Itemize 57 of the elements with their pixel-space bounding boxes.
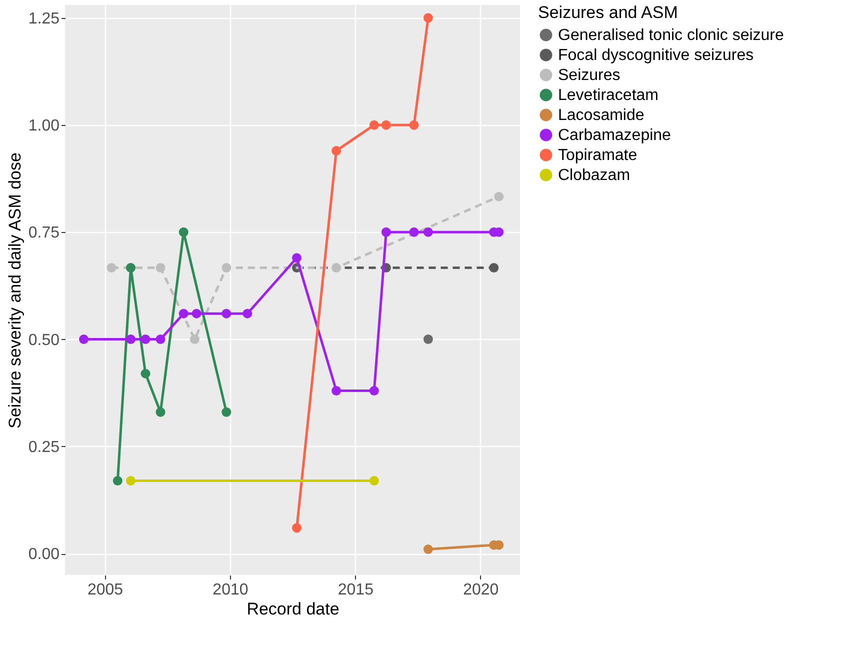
legend-title: Seizures and ASM bbox=[538, 3, 678, 22]
point bbox=[489, 262, 499, 272]
point bbox=[222, 262, 232, 272]
point bbox=[381, 227, 391, 237]
legend-label: Generalised tonic clonic seizure bbox=[558, 27, 784, 44]
y-tick-label: 1.25 bbox=[28, 10, 60, 28]
point bbox=[369, 120, 379, 130]
x-tick-label: 2015 bbox=[338, 582, 374, 598]
point bbox=[106, 262, 116, 272]
point bbox=[178, 308, 188, 318]
point bbox=[79, 334, 89, 344]
legend-label: Topiramate bbox=[558, 147, 638, 164]
point bbox=[140, 368, 150, 378]
point bbox=[156, 407, 166, 417]
point bbox=[332, 262, 342, 272]
point bbox=[423, 544, 433, 554]
point bbox=[369, 476, 379, 486]
y-tick-label: 0.00 bbox=[28, 546, 60, 564]
point bbox=[494, 192, 504, 202]
x-tick-label: 2020 bbox=[463, 582, 499, 598]
point bbox=[423, 13, 433, 23]
point bbox=[332, 146, 342, 156]
point bbox=[423, 227, 433, 237]
legend-label: Lacosamide bbox=[558, 107, 644, 124]
point bbox=[409, 227, 419, 237]
x-tick-label: 2010 bbox=[212, 582, 248, 598]
point bbox=[178, 227, 188, 237]
x-tick-label: 2005 bbox=[87, 582, 124, 598]
y-tick-label: 1.00 bbox=[28, 118, 60, 134]
x-axis-title: Record date bbox=[246, 600, 340, 618]
y-axis-title: Seizure severity and daily ASM dose bbox=[5, 152, 24, 428]
point bbox=[192, 308, 202, 318]
legend-label: Clobazam bbox=[558, 167, 630, 184]
y-tick-label: 0.25 bbox=[28, 438, 60, 456]
legend-label: Focal dyscognitive seizures bbox=[558, 47, 754, 64]
point bbox=[369, 386, 379, 396]
legend-label: Carbamazepine bbox=[558, 127, 672, 144]
point bbox=[156, 262, 166, 272]
point bbox=[156, 334, 166, 344]
point bbox=[292, 253, 302, 263]
point bbox=[292, 523, 302, 533]
point bbox=[409, 120, 419, 130]
legend-label: Levetiracetam bbox=[558, 87, 658, 104]
point bbox=[332, 386, 342, 396]
point bbox=[242, 308, 252, 318]
point bbox=[423, 334, 433, 344]
point bbox=[222, 308, 232, 318]
point bbox=[381, 120, 391, 130]
legend-label: Seizures bbox=[558, 67, 620, 84]
y-tick-label: 0.75 bbox=[28, 224, 60, 242]
point bbox=[112, 476, 122, 486]
point bbox=[190, 334, 200, 344]
point bbox=[126, 334, 136, 344]
point bbox=[126, 476, 136, 486]
y-tick-label: 0.50 bbox=[28, 332, 60, 349]
point bbox=[222, 407, 232, 417]
point bbox=[140, 334, 150, 344]
